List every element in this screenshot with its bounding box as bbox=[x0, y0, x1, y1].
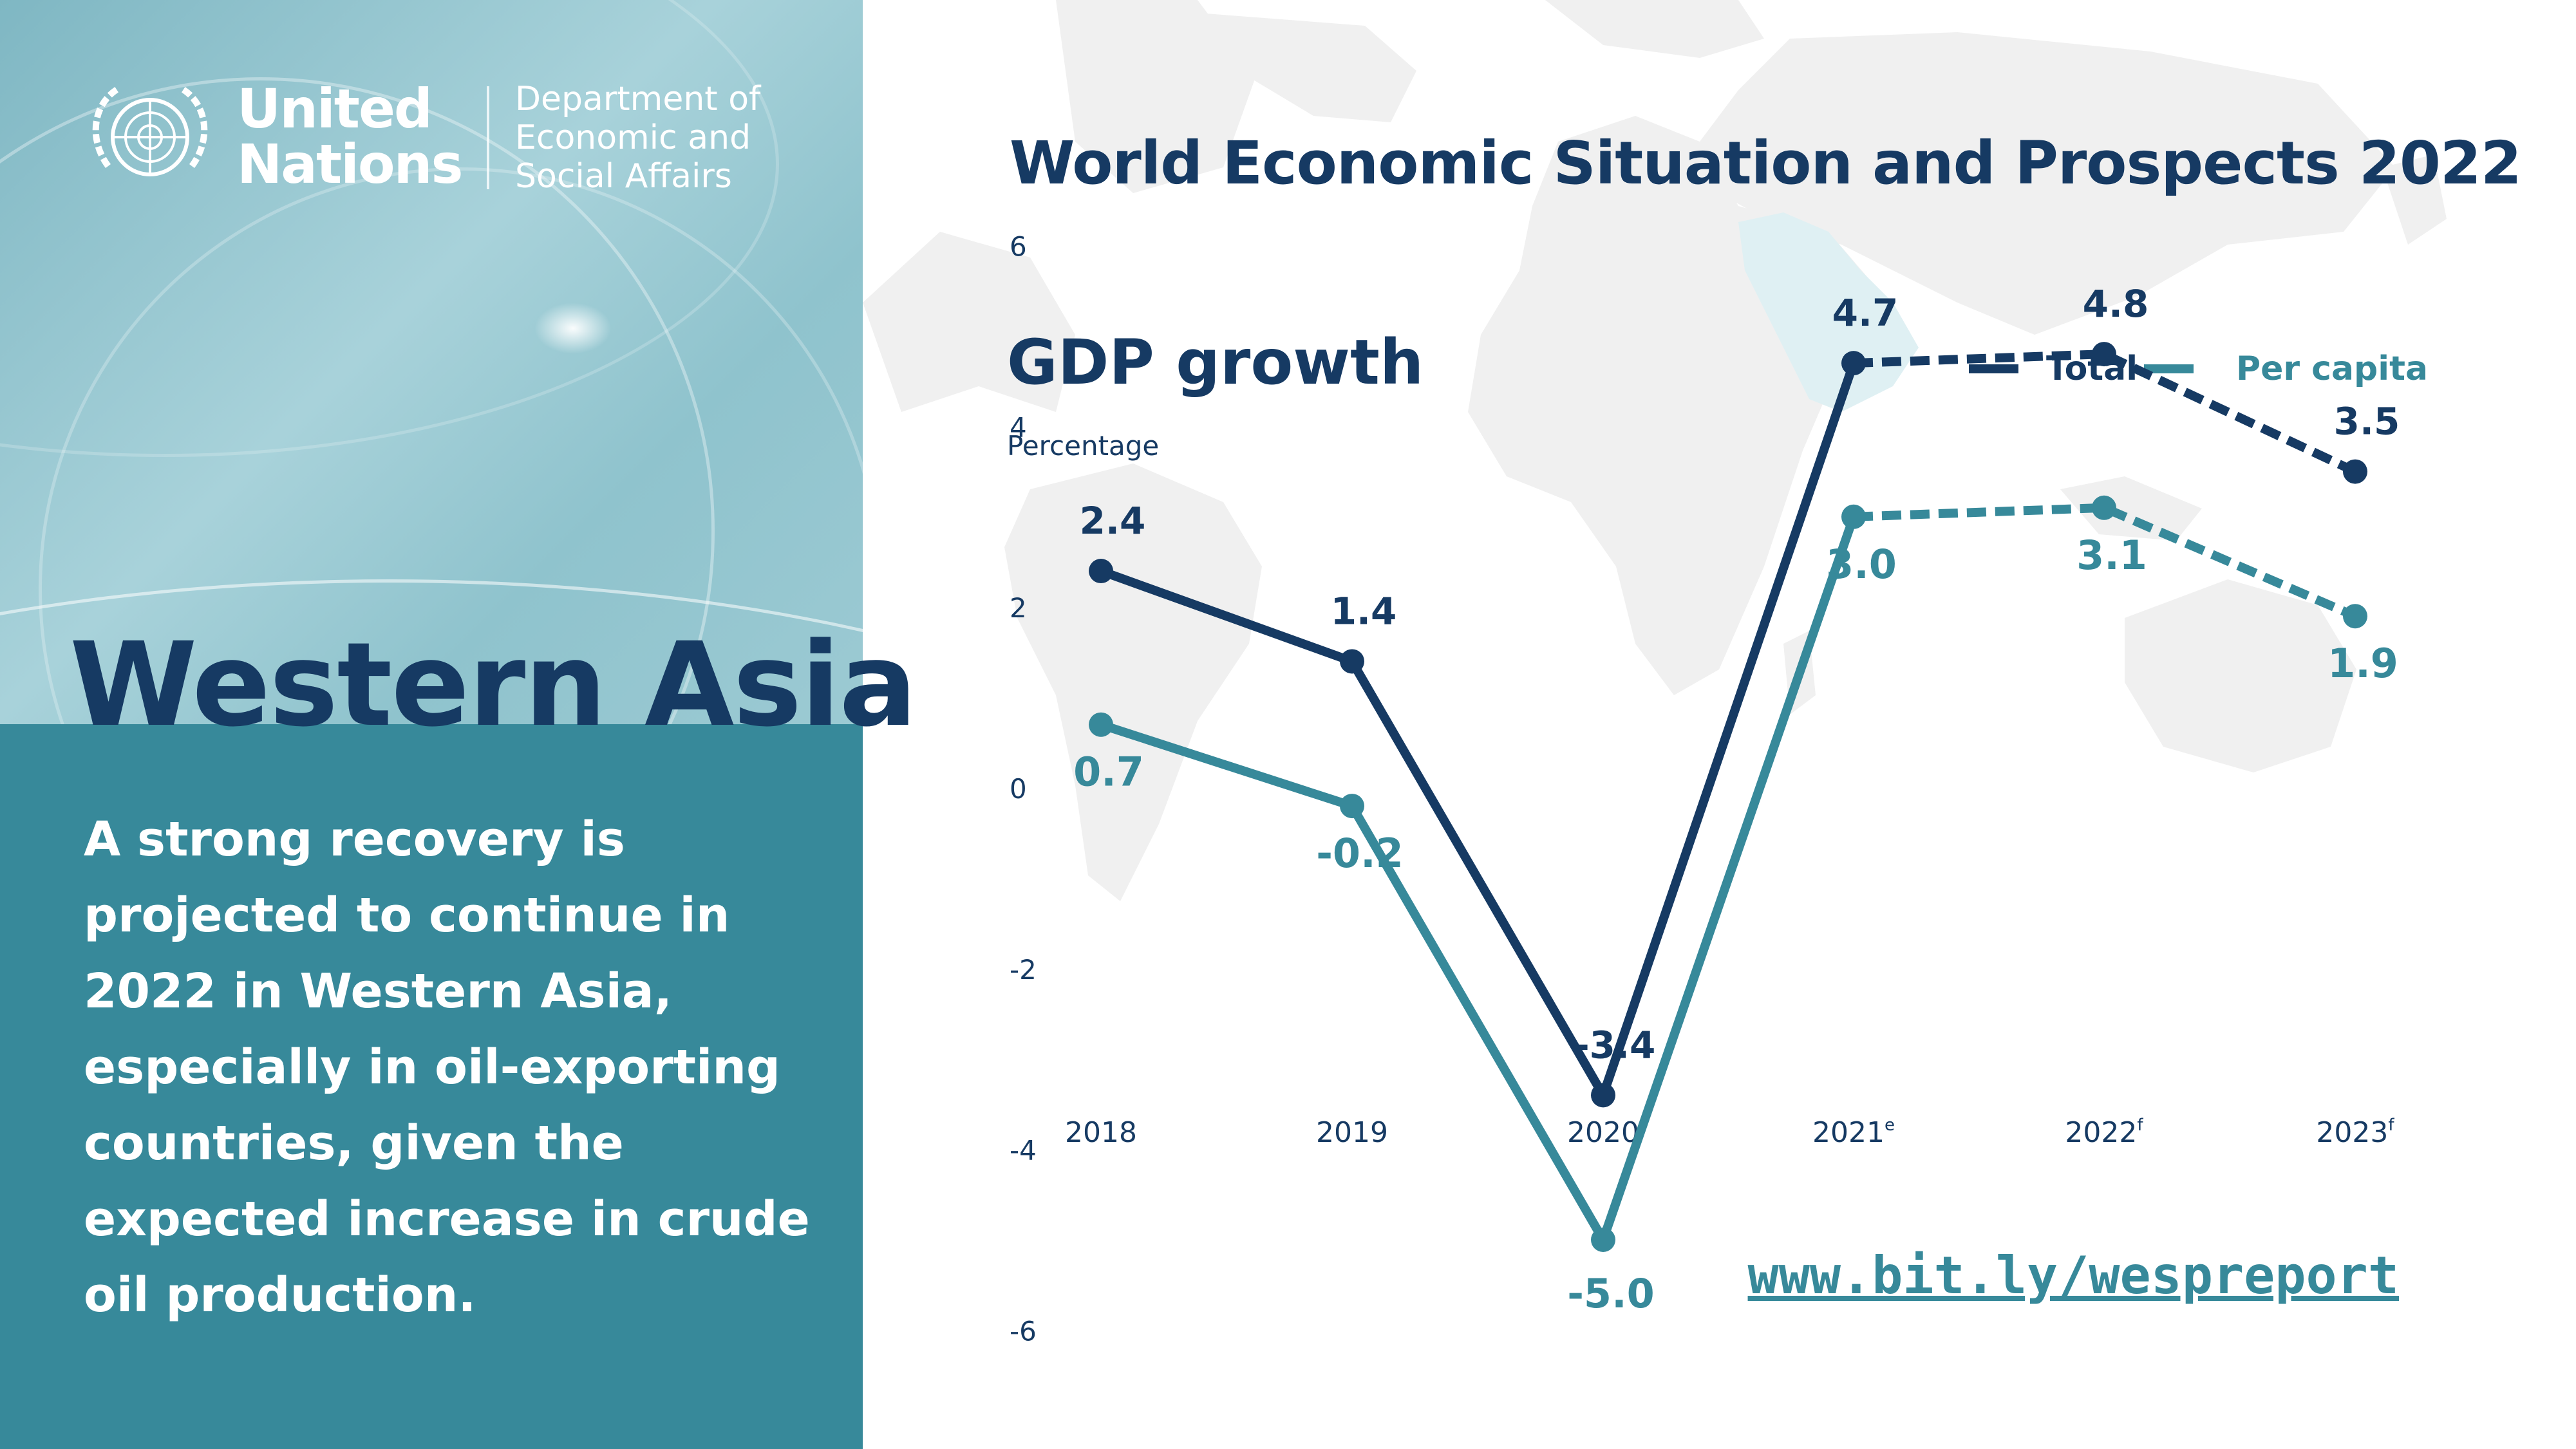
series-line-solid-0 bbox=[1096, 359, 1858, 1100]
un-desa-logo: United Nations Department of Economic and S… bbox=[82, 76, 778, 198]
data-label-total: -3.4 bbox=[1574, 1023, 1656, 1067]
data-labels: 2.4 1.4 -3.4 4.7 4.8 3.5 0.7 -0.2 -5.0 3.0 3.1 1.9 bbox=[1073, 282, 2400, 1317]
gdp-chart: GDP growth Percentage Total Per capita 6… bbox=[863, 0, 2447, 1347]
series-line-dashed-1 bbox=[1853, 503, 2357, 621]
data-label-total: 1.4 bbox=[1331, 589, 1397, 633]
region-title: Western Asia bbox=[70, 618, 917, 753]
x-tick-label: 2023f bbox=[2316, 1116, 2394, 1149]
un-emblem-icon bbox=[92, 86, 208, 176]
data-point bbox=[2343, 604, 2367, 629]
data-label-total: 2.4 bbox=[1080, 499, 1146, 543]
y-tick-label: -6 bbox=[1010, 1315, 1037, 1347]
data-point bbox=[1591, 1083, 1615, 1108]
data-label-per-capita: 3.1 bbox=[2076, 532, 2147, 579]
western-asia-highlight bbox=[1738, 212, 1919, 412]
series-line-solid-1 bbox=[1096, 512, 1858, 1244]
x-tick-label: 2021e bbox=[1812, 1116, 1895, 1149]
data-point bbox=[1591, 1228, 1615, 1252]
data-label-per-capita: -0.2 bbox=[1316, 830, 1404, 877]
data-point bbox=[1841, 504, 1866, 529]
data-point bbox=[1340, 794, 1364, 819]
logo-divider bbox=[487, 86, 489, 189]
report-title: World Economic Situation and Prospects 2… bbox=[1010, 129, 2522, 198]
data-label-per-capita: 1.9 bbox=[2327, 640, 2398, 687]
data-point bbox=[2092, 342, 2116, 367]
y-tick-label: 6 bbox=[1010, 231, 1027, 263]
data-point bbox=[1089, 712, 1113, 737]
y-tick-label: 4 bbox=[1010, 411, 1027, 443]
series-lines bbox=[1096, 350, 2357, 1244]
left-panel: United Nations Department of Economic and S… bbox=[0, 0, 917, 1449]
data-point bbox=[1340, 649, 1364, 674]
y-tick-label: 0 bbox=[1010, 773, 1027, 805]
y-tick-label: -2 bbox=[1010, 954, 1037, 986]
un-name: United Nations bbox=[237, 77, 463, 196]
data-point bbox=[1089, 559, 1113, 584]
world-map-background bbox=[863, 0, 2447, 901]
data-label-total: 4.8 bbox=[2083, 282, 2149, 326]
x-tick-label: 2022f bbox=[2065, 1116, 2143, 1149]
left-hero-image bbox=[0, 0, 863, 724]
left-summary-panel bbox=[0, 724, 863, 1449]
data-label-per-capita: -5.0 bbox=[1567, 1270, 1655, 1317]
data-label-total: 3.5 bbox=[2334, 400, 2400, 444]
data-label-per-capita: 0.7 bbox=[1073, 749, 1144, 796]
x-tick-label: 2019 bbox=[1316, 1116, 1388, 1149]
x-tick-label: 2018 bbox=[1065, 1116, 1137, 1149]
chart-title: GDP growth bbox=[1007, 326, 1424, 398]
department-name: Department of Economic and Social Affairs bbox=[515, 80, 761, 196]
x-axis-ticks: 2018 2019 2020 2021e 2022f 2023f bbox=[1065, 1116, 2394, 1149]
report-link[interactable]: www.bit.ly/wespreport bbox=[1747, 1246, 2399, 1305]
series-points bbox=[1089, 342, 2367, 1252]
legend-label-per-capita: Per capita bbox=[2236, 350, 2428, 388]
data-point bbox=[2092, 495, 2116, 520]
y-axis-ticks: 6 4 2 0 -2 -4 -6 bbox=[1010, 231, 1037, 1347]
data-label-per-capita: 3.0 bbox=[1826, 541, 1897, 588]
summary-text: A strong recovery is projected to contin… bbox=[84, 812, 810, 1323]
x-tick-label: 2020 bbox=[1567, 1116, 1639, 1149]
y-tick-label: -4 bbox=[1010, 1135, 1037, 1166]
data-label-total: 4.7 bbox=[1832, 291, 1899, 335]
data-point bbox=[2343, 459, 2367, 484]
y-axis-label: Percentage bbox=[1007, 430, 1159, 462]
y-tick-label: 2 bbox=[1010, 592, 1027, 624]
series-line-dashed-0 bbox=[1853, 350, 2357, 476]
data-point bbox=[1841, 351, 1866, 376]
